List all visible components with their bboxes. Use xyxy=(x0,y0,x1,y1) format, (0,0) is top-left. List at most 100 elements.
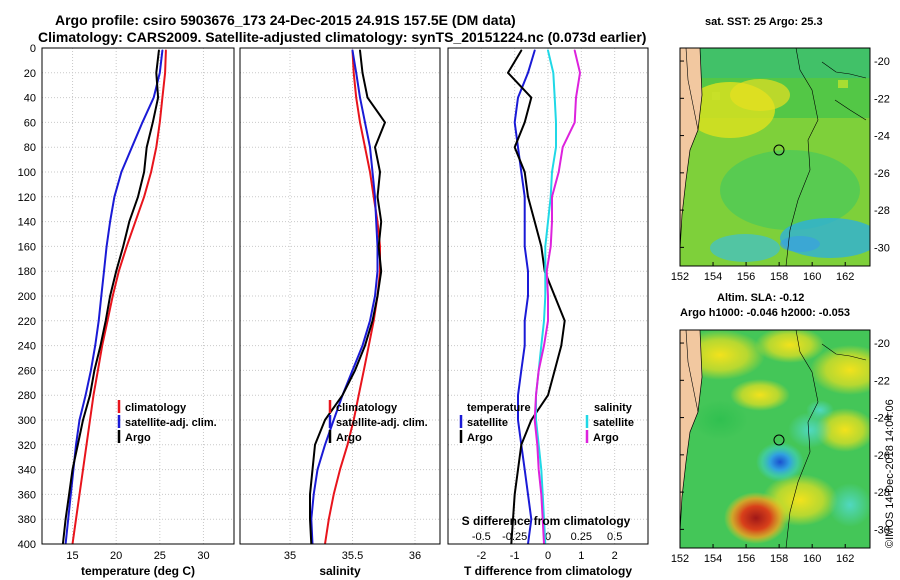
sst-map-frame xyxy=(679,47,871,267)
map-lat-label: -22 xyxy=(874,93,890,105)
salinity-xlabel: salinity xyxy=(319,564,361,578)
sla-map-frame xyxy=(679,329,871,549)
map-lon-label: 160 xyxy=(803,553,821,565)
sla-low-patch xyxy=(828,483,870,527)
legend-temperature-heading: temperature xyxy=(467,402,531,414)
legend-t-argo-label: Argo xyxy=(467,432,493,444)
sst-map-ticks: 152 154 156 158 160 162 -20 -22 -24 -26 -28 -30 xyxy=(671,56,890,283)
sst-map: sat. SST: 25 Argo: 25.3 152 154 156 158 160 1… xyxy=(671,16,890,283)
bathymetry-contour xyxy=(785,48,819,266)
sla-warm-eddy xyxy=(724,492,788,544)
depth-tick-label: 180 xyxy=(18,266,36,278)
t-difference-xlabel: T difference from climatology xyxy=(464,564,632,578)
temperature-tick-labels: 15 20 25 30 xyxy=(66,550,209,562)
difference-panel: -2 -1 0 1 2 -0.5 -0.25 0 0.25 0.5 T difference f… xyxy=(447,47,649,578)
series-line-s-satellite xyxy=(535,49,557,544)
map-lon-label: 158 xyxy=(770,271,788,283)
sla-high-patch xyxy=(755,330,825,363)
x-tick-label: 20 xyxy=(110,550,122,562)
map-lat-label: -24 xyxy=(874,131,890,143)
map-lat-label: -22 xyxy=(874,375,890,387)
s-difference-xlabel: S difference from climatology xyxy=(462,514,631,528)
map-lat-label: -20 xyxy=(874,338,890,350)
legend-t-satellite-label: satellite xyxy=(467,417,508,429)
s-tick-label: -0.5 xyxy=(472,531,491,543)
temperature-frame xyxy=(41,47,235,545)
temperature-lines xyxy=(61,49,167,544)
temperature-legend: climatology satellite-adj. clim. Argo xyxy=(117,400,217,444)
depth-tick-label: 360 xyxy=(18,489,36,501)
s-difference-tick-labels: -0.5 -0.25 0 0.25 0.5 xyxy=(472,531,622,543)
legend-salinity-heading: salinity xyxy=(594,402,633,414)
depth-tick-label: 260 xyxy=(18,365,36,377)
difference-lines xyxy=(507,49,581,544)
legend-s-argo-label: Argo xyxy=(593,432,619,444)
x-tick-label: 36 xyxy=(409,550,421,562)
map-lat-label: -20 xyxy=(874,56,890,68)
x-tick-label: 30 xyxy=(197,550,209,562)
depth-tick-label: 100 xyxy=(18,167,36,179)
salinity-tick-labels: 35 35.5 36 xyxy=(284,550,421,562)
salinity-frame xyxy=(239,47,441,545)
salinity-lines xyxy=(309,49,386,544)
map-lat-label: -30 xyxy=(874,242,890,254)
map-lat-label: -30 xyxy=(874,524,890,536)
bathymetry-contour xyxy=(834,99,867,121)
legend-argo-label: Argo xyxy=(336,432,362,444)
depth-tick-label: 320 xyxy=(18,440,36,452)
map-lon-label: 162 xyxy=(836,553,854,565)
sla-mid-patch xyxy=(692,400,748,440)
series-line-t-argo xyxy=(507,49,566,544)
sst-cloud-gap xyxy=(838,80,848,88)
sla-map: Altim. SLA: -0.12 Argo h1000: -0.046 h20… xyxy=(671,292,890,565)
sla-map-ticks: 152 154 156 158 160 162 -20 -22 -24 -26 -28 -30 xyxy=(671,338,890,565)
map-lon-label: 162 xyxy=(836,271,854,283)
depth-tick-label: 240 xyxy=(18,341,36,353)
map-lon-label: 152 xyxy=(671,553,689,565)
s-tick-label: 0.5 xyxy=(607,531,622,543)
sla-cold-eddy xyxy=(756,442,804,482)
series-line-argo xyxy=(61,49,160,544)
bathymetry-contour xyxy=(821,61,867,79)
x-tick-label: 35 xyxy=(284,550,296,562)
salinity-legend: climatology satellite-adj. clim. Argo xyxy=(328,400,428,444)
map-lon-label: 154 xyxy=(704,553,722,565)
depth-tick-label: 220 xyxy=(18,316,36,328)
temperature-grid xyxy=(42,47,234,545)
depth-tick-label: 300 xyxy=(18,415,36,427)
s-tick-label: 0.25 xyxy=(571,531,592,543)
sla-low-patch xyxy=(788,412,832,448)
s-tick-label: -0.25 xyxy=(502,531,527,543)
s-tick-label: 0 xyxy=(545,531,551,543)
x-tick-label: 2 xyxy=(612,550,618,562)
map-lat-label: -24 xyxy=(874,413,890,425)
depth-tick-label: 340 xyxy=(18,465,36,477)
series-line-climatology xyxy=(71,49,167,544)
map-lon-label: 152 xyxy=(671,271,689,283)
map-lat-label: -26 xyxy=(874,168,890,180)
argo-float-marker xyxy=(773,434,785,446)
sst-yellow-patch xyxy=(730,79,790,111)
sla-map-title: Altim. SLA: -0.12 xyxy=(717,292,804,304)
depth-tick-label: 120 xyxy=(18,192,36,204)
series-line-s-argo xyxy=(533,49,581,544)
series-line-argo xyxy=(309,49,386,544)
x-tick-label: 15 xyxy=(66,550,78,562)
map-lon-label: 160 xyxy=(803,271,821,283)
bathymetry-contour xyxy=(685,330,699,413)
map-lon-label: 156 xyxy=(737,553,755,565)
sla-high-patch xyxy=(810,345,870,395)
map-lon-label: 154 xyxy=(704,271,722,283)
depth-tick-label: 80 xyxy=(24,142,36,154)
sla-low-patch xyxy=(806,400,834,420)
depth-tick-labels: 0 20 40 60 80 100 120 140 160 180 200 220 240 260 280 3… xyxy=(18,43,36,551)
imos-watermark: ©IMOS 14-Dec-2018 14:04:06 xyxy=(884,399,896,548)
depth-tick-label: 20 xyxy=(24,68,36,80)
series-line-t-satellite xyxy=(513,49,536,544)
figure-title-line2: Climatology: CARS2009. Satellite-adjuste… xyxy=(38,29,646,45)
argo-float-marker xyxy=(773,144,785,156)
legend-climatology-label: climatology xyxy=(336,402,398,414)
temperature-panel: 0 20 40 60 80 100 120 140 160 180 200 220 240 260 280 3… xyxy=(18,43,235,578)
legend-satellite-label: satellite-adj. clim. xyxy=(336,417,428,429)
